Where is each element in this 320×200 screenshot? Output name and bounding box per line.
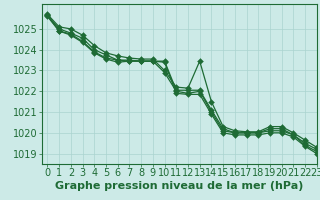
X-axis label: Graphe pression niveau de la mer (hPa): Graphe pression niveau de la mer (hPa) xyxy=(55,181,303,191)
